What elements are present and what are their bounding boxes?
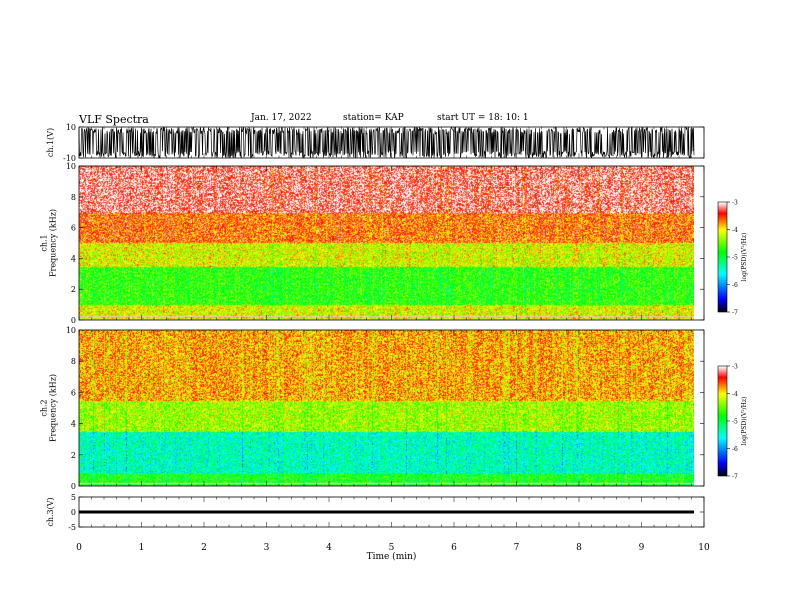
ch1-waveform-ylabel-line: ch.1(V): [46, 128, 55, 157]
x-tick-label: 10: [698, 543, 710, 553]
date-label: Jan. 17, 2022: [251, 113, 312, 123]
ch1-spectrogram-yaxis-tick-label: 4: [71, 254, 76, 263]
ch2-spectrogram-ylabel-line: Frequency (kHz): [49, 374, 58, 442]
ch2-colorbar-gradient: [718, 366, 727, 476]
ch1-waveform-yaxis-tick-label: 10: [66, 123, 76, 132]
ch1-spectrogram-yaxis-tick-label: 0: [71, 316, 76, 325]
ch1-waveform-yaxis-tick-label: -10: [63, 154, 76, 163]
ch2-spectrogram-image: [79, 330, 694, 486]
start-time-label: start UT = 18: 10: 1: [437, 113, 529, 123]
x-tick-label: 7: [514, 543, 520, 553]
ch1-colorbar-tick-label: -3: [732, 200, 738, 207]
ch2-spectrogram-ylabel-line: ch.2: [40, 399, 49, 416]
ch2-colorbar-tick-label: -5: [732, 419, 738, 426]
ch1-colorbar-gradient: [718, 202, 727, 312]
x-tick-label: 5: [389, 543, 395, 553]
axis-ticks: [78, 126, 705, 528]
x-tick-label: 3: [264, 543, 270, 553]
waveform-traces: [78, 126, 695, 514]
ch3-waveform-trace: [79, 510, 694, 514]
ch1-spectrogram-yaxis-tick-label: 6: [71, 224, 76, 233]
spectrogram-images: [79, 166, 694, 486]
ch1-colorbar-tick-label: -6: [732, 282, 738, 289]
ch1-spectrogram-ylabel-line: Frequency (kHz): [49, 209, 58, 277]
plot-title: VLF Spectra: [79, 113, 149, 126]
ch2-spectrogram-yaxis-tick-label: 2: [71, 451, 76, 460]
ch1-spectrogram-yaxis-tick-label: 2: [71, 285, 76, 294]
ch2-colorbar-label: log(PSD)(V²/Hz): [741, 397, 748, 446]
ch1-spectrogram-yaxis-tick-label: 10: [66, 162, 76, 171]
ch1-spectrogram-yaxis-tick-label: 8: [71, 193, 76, 202]
ch1-waveform-trace: [78, 126, 695, 160]
x-tick-label: 6: [451, 543, 457, 553]
ch3-waveform-ylabel-line: ch.3(V): [46, 497, 55, 526]
ch1-spectrogram-ylabel-line: ch.1: [40, 234, 49, 251]
ch2-spectrogram-yaxis-tick-label: 0: [71, 482, 76, 491]
ch2-colorbar-tick-label: -3: [732, 364, 738, 371]
ch2-spectrogram-yaxis-tick-label: 8: [71, 357, 76, 366]
ch1-colorbar-label: log(PSD)(V²/Hz): [741, 233, 748, 282]
ch2-spectrogram-ylabel: ch.2 Frequency (kHz): [40, 374, 58, 442]
ch1-colorbar-tick-label: -4: [732, 227, 738, 234]
ch2-colorbar: -3 -4 -5 -6 -7 log(PSD)(V²/Hz): [717, 364, 748, 481]
colorbars: -3 -4 -5 -6 -7 log(PSD)(V²/Hz) -3 -4 -5 -6 -7 log(P…: [717, 200, 748, 481]
ch2-spectrogram-yaxis-tick-label: 4: [71, 420, 76, 429]
ch3-waveform-yaxis-tick-label: -5: [68, 523, 76, 532]
x-tick-label: 4: [326, 543, 332, 553]
ch2-colorbar-tick-label: -7: [732, 474, 738, 481]
ch2-spectrogram-yaxis-tick-label: 6: [71, 388, 76, 397]
x-tick-label: 2: [201, 543, 207, 553]
station-label: station= KAP: [343, 113, 404, 123]
ch2-colorbar-tick-label: -6: [732, 446, 738, 453]
x-tick-label: 1: [139, 543, 145, 553]
ch2-colorbar-tick-label: -4: [732, 391, 738, 398]
x-axis-label: Time (min): [367, 551, 417, 562]
ch1-colorbar-tick-label: -5: [732, 255, 738, 262]
ch3-waveform-yaxis-tick-label: 0: [71, 508, 76, 517]
x-tick-label: 8: [576, 543, 582, 553]
ch1-colorbar-tick-label: -7: [732, 310, 738, 317]
x-tick-label: 0: [76, 543, 82, 553]
ch1-waveform-ylabel: ch.1(V): [46, 128, 55, 157]
ch3-waveform-yaxis-tick-label: 5: [71, 493, 76, 502]
ch1-colorbar: -3 -4 -5 -6 -7 log(PSD)(V²/Hz): [717, 200, 748, 317]
ch1-spectrogram-ylabel: ch.1 Frequency (kHz): [40, 209, 58, 277]
x-tick-label: 9: [639, 543, 645, 553]
ch3-waveform-ylabel: ch.3(V): [46, 497, 55, 526]
ch1-spectrogram-image: [79, 166, 694, 320]
ch2-spectrogram-yaxis-tick-label: 10: [66, 326, 76, 335]
